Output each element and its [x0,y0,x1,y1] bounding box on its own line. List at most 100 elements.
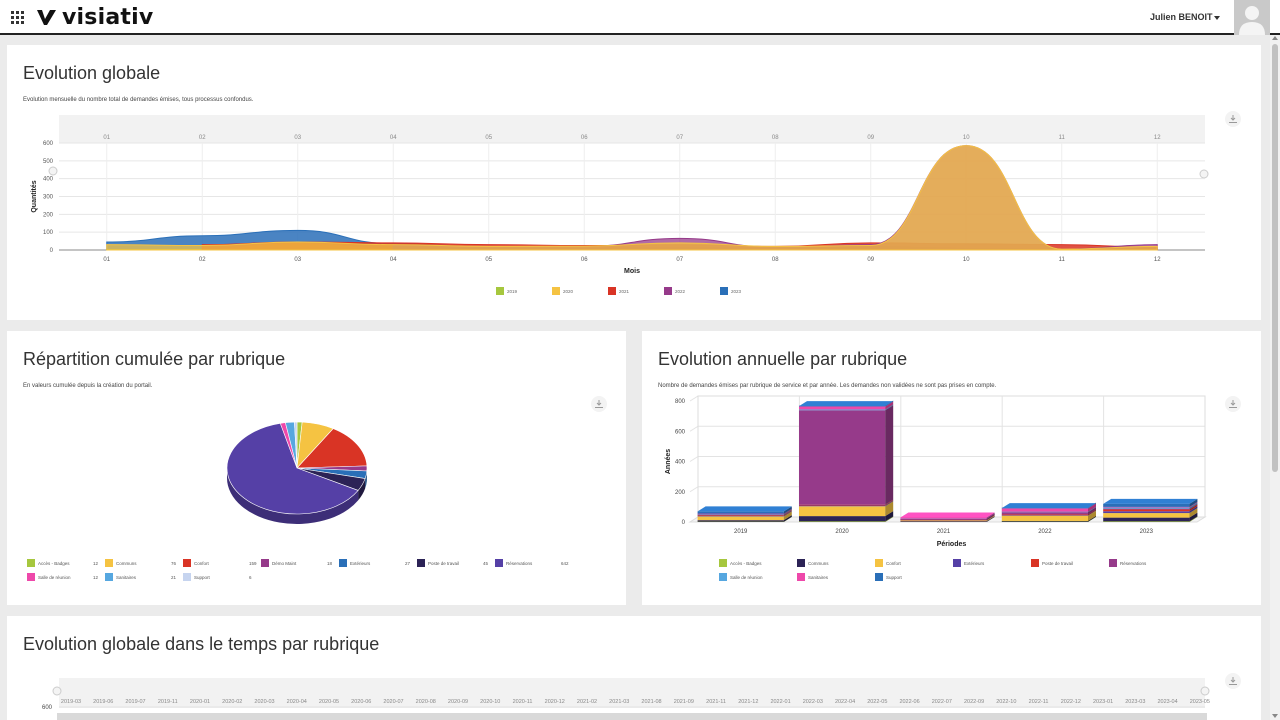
bar-segment-Réservations [900,518,987,520]
legend-value: 6 [249,575,252,580]
bar-segment-Salle de réunion [697,513,784,515]
navigator-tick-label: 11 [1059,135,1066,141]
user-avatar[interactable] [1234,0,1270,35]
legend-swatch [797,559,805,567]
bar-side-Support [1189,498,1198,507]
navigator-tick-label: 2020-12 [545,699,565,705]
legend-value: 21 [171,575,177,580]
pie-slice-Réservations [226,422,359,515]
navigator-tick-label: 08 [772,135,779,141]
bar-side-Communs [1189,512,1198,522]
bar-side-Extérieurs [783,510,792,517]
page-scrollbar[interactable] [1270,35,1280,720]
bar-segment-Communs [900,521,987,522]
legend-swatch [875,559,883,567]
legend-label: 2023 [731,289,742,294]
bar-segment-Communs [1103,517,1190,522]
pie-slice-Support [294,421,298,469]
navigator-tick-label: 2023-03 [1125,699,1145,705]
scroll-up-icon[interactable] [1272,36,1278,40]
visiativ-logo[interactable]: visiativ [36,4,153,30]
bar-segment-Poste de travail [1001,514,1088,516]
download-button[interactable] [1225,673,1241,689]
bar-side-Poste de travail [885,499,894,506]
download-button[interactable] [591,396,607,412]
x-axis-title: Périodes [937,541,967,548]
panel-evolution-globale: Evolution globale Evolution mensuelle du… [7,45,1261,320]
legend-swatch [417,559,425,567]
panel-subtitle: En valeurs cumulée depuis la création du… [23,383,153,389]
bar-segment-Confort [900,520,987,522]
download-button[interactable] [1225,396,1241,412]
y-tick-label: 600 [675,429,686,435]
navigator-tick-label: 2019-03 [61,699,81,705]
navigator-tick-label: 07 [676,135,683,141]
apps-grid-icon[interactable] [11,11,25,25]
y-tick-label: 200 [675,490,686,496]
horizontal-scrollbar[interactable] [57,713,1207,720]
navigator-band [59,678,1205,708]
legend-value: 45 [483,561,489,566]
download-icon [1229,677,1237,685]
navigator-tick-label: 2022-07 [932,699,952,705]
y-tick-label: 600 [43,141,54,147]
legend-label: Salle de réunion [730,575,763,580]
navigator-tick-label: 2020-03 [254,699,274,705]
bar-side-Accès - Badges [1189,516,1198,522]
bar-segment-Salle de réunion [799,409,886,411]
bar-side-Réservations [986,513,995,520]
legend-swatch [608,287,616,295]
user-menu-caret-icon[interactable] [1214,16,1220,20]
legend-value: 12 [93,561,99,566]
bar-side-Salle de réunion [1189,502,1198,509]
bar-segment-Extérieurs [1103,511,1190,514]
scrollbar-thumb[interactable] [1272,44,1278,472]
bar-side-Poste de travail [1087,509,1096,516]
bar-side-Sanitaires [1087,503,1096,512]
legend-swatch [797,573,805,581]
bar-segment-Accès - Badges [1103,521,1190,522]
legend-swatch [183,573,191,581]
y-tick-label: 0 [682,520,686,526]
bar-side-Confort [783,511,792,521]
y-gridline-side [689,486,699,493]
y-tick-label: 200 [43,212,54,218]
user-name[interactable]: Julien BENOIT [1150,12,1213,22]
bar-segment-Sanitaires [1001,508,1088,512]
bar-side-Poste de travail [783,509,792,516]
download-button[interactable] [1225,111,1241,127]
legend-value: 12 [93,575,99,580]
navigator-tick-label: 05 [485,135,492,141]
stacked-bar-chart-annual: 0 200 400 600 800 2019 2020 2021 2022 2023 Période… [665,395,1207,581]
bar-segment-Réservations [1103,508,1190,510]
visiativ-logo-mark-icon [37,10,56,25]
navigator-tick-label: 2022-10 [996,699,1016,705]
bar-segment-Extérieurs [697,515,784,517]
bar-segment-Poste de travail [799,504,886,506]
bar-side-Communs [783,515,792,522]
bar-side-Communs [1087,515,1096,522]
navigator-tick-label: 2020-08 [416,699,436,705]
navigator-tick-label: 2020-09 [448,699,468,705]
bar-side-Sanitaires [885,401,894,410]
bar-top [900,512,995,518]
x-tick-label: 2021 [937,529,951,535]
legend-swatch [496,287,504,295]
bar-side-Réservations [1087,507,1096,515]
navigator-tick-label: 2022-01 [770,699,790,705]
legend-label: Support [194,575,211,580]
legend-label: Sanitaires [808,575,829,580]
navigator-tick-label: 2022-05 [867,699,887,705]
legend-swatch [875,573,883,581]
navigator-tick-label: 2022-11 [1029,699,1049,705]
navigator-tick-label: 2020-01 [190,699,210,705]
scroll-down-icon[interactable] [1272,714,1278,718]
bar-side-Salle de réunion [885,404,894,411]
panel-title: Répartition cumulée par rubrique [23,349,286,369]
navigator-tick-label: 06 [581,135,588,141]
y-tick-label: 100 [43,230,54,236]
download-icon [1229,400,1237,408]
legend-label: Confort [886,561,902,566]
avatar-silhouette-icon [1239,6,1265,35]
bar-segment-Accès - Badges [799,521,886,522]
